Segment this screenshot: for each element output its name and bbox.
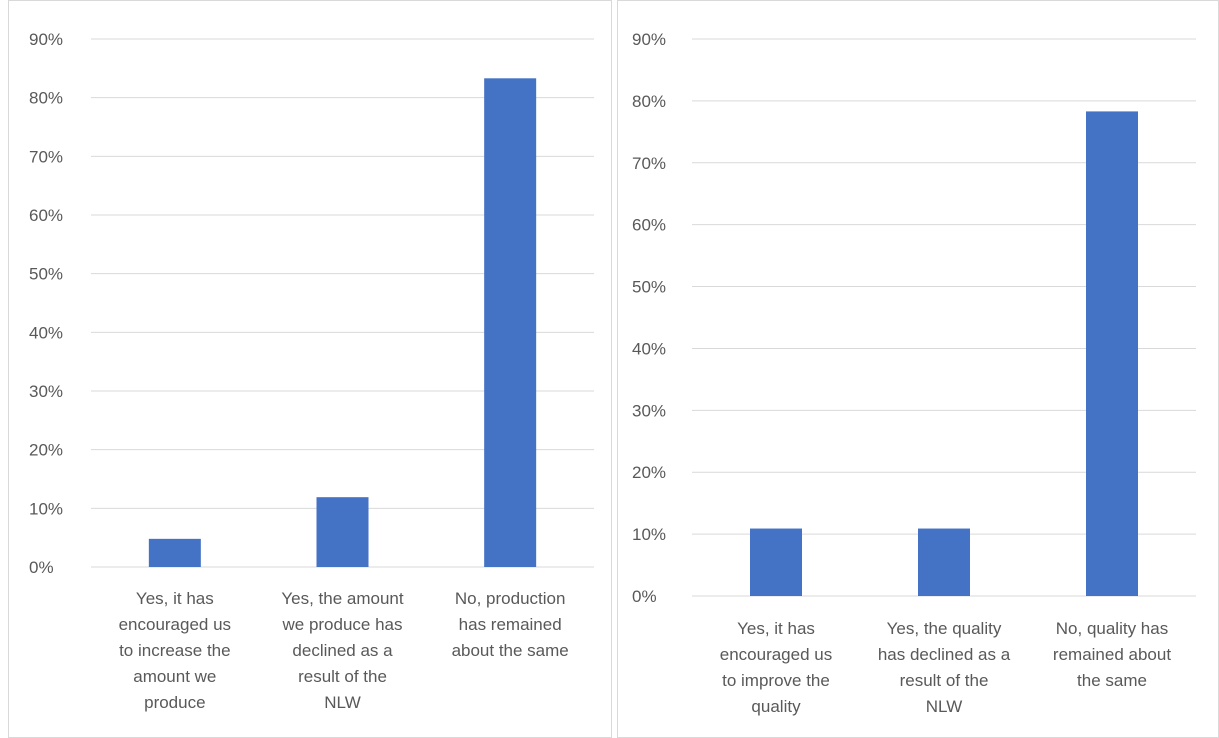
x-category-label: NLW: [324, 693, 361, 712]
x-category-label: remained about: [1053, 645, 1171, 664]
y-tick-label: 40%: [29, 323, 63, 342]
y-tick-label: 60%: [632, 216, 666, 235]
x-category-label: result of the: [900, 671, 989, 690]
y-tick-label: 40%: [632, 339, 666, 358]
y-tick-label: 10%: [632, 525, 666, 544]
x-category-label: Yes, it has: [737, 619, 815, 638]
y-tick-label: 90%: [632, 30, 666, 49]
x-category-label: encouraged us: [720, 645, 832, 664]
x-category-label: No, quality has: [1056, 619, 1168, 638]
x-category-label: amount we: [133, 667, 216, 686]
y-tick-label: 90%: [29, 30, 63, 49]
quality-bar-chart: 0% 10% 20% 30% 40% 50% 60% 70% 80% 90% Yes, it has…: [632, 30, 1196, 716]
x-category-label: to improve the: [722, 671, 830, 690]
bar: [918, 528, 970, 596]
y-tick-label: 80%: [29, 89, 63, 108]
x-category-label: about the same: [452, 641, 569, 660]
y-tick-label: 20%: [29, 441, 63, 460]
y-tick-label: 50%: [29, 265, 63, 284]
y-tick-label: 20%: [632, 463, 666, 482]
x-category-label: quality: [751, 697, 801, 716]
x-category-label: the same: [1077, 671, 1147, 690]
x-category-label: has declined as a: [878, 645, 1011, 664]
x-category-label: to increase the: [119, 641, 231, 660]
x-category-label: Yes, the amount: [281, 589, 404, 608]
x-category-label: has remained: [459, 615, 562, 634]
x-category-label: result of the: [298, 667, 387, 686]
bar: [750, 528, 802, 596]
y-tick-label: 10%: [29, 499, 63, 518]
x-category-label: NLW: [926, 697, 963, 716]
x-category-label: we produce has: [281, 615, 402, 634]
bar: [148, 538, 201, 567]
y-tick-label: 0%: [29, 558, 54, 577]
x-category-label: declined as a: [292, 641, 393, 660]
y-tick-label: 30%: [29, 382, 63, 401]
y-tick-label: 70%: [632, 154, 666, 173]
x-category-label: Yes, the quality: [887, 619, 1002, 638]
x-category-label: Yes, it has: [136, 589, 214, 608]
chart-panel-quality: 0% 10% 20% 30% 40% 50% 60% 70% 80% 90% Yes, it has…: [617, 0, 1219, 738]
production-bar-chart: 0% 10% 20% 30% 40% 50% 60% 70% 80% 90% Yes, it has…: [29, 30, 594, 712]
chart-panel-production: 0% 10% 20% 30% 40% 50% 60% 70% 80% 90% Yes, it has…: [8, 0, 612, 738]
x-category-label: No, production: [455, 589, 566, 608]
y-tick-label: 80%: [632, 92, 666, 111]
x-category-label: encouraged us: [119, 615, 231, 634]
bar: [1086, 111, 1138, 596]
y-tick-label: 50%: [632, 278, 666, 297]
y-tick-label: 0%: [632, 587, 657, 606]
bar: [484, 78, 537, 567]
y-tick-label: 70%: [29, 147, 63, 166]
y-tick-label: 30%: [632, 401, 666, 420]
x-category-label: produce: [144, 693, 205, 712]
y-tick-label: 60%: [29, 206, 63, 225]
bar: [316, 497, 369, 567]
